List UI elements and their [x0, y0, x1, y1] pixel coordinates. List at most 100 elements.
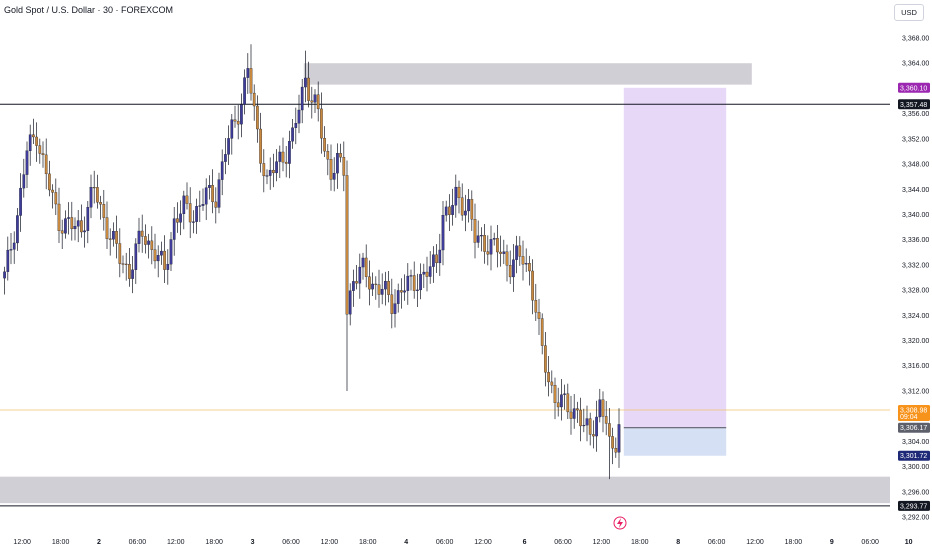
candle[interactable] [169, 231, 173, 271]
candle[interactable] [86, 201, 90, 244]
candle[interactable] [448, 194, 451, 231]
candle[interactable] [444, 200, 448, 222]
candle[interactable] [470, 190, 474, 231]
candle[interactable] [131, 255, 134, 294]
candle[interactable] [166, 249, 170, 285]
candle[interactable] [492, 232, 496, 246]
candle[interactable] [438, 233, 442, 276]
candle[interactable] [208, 175, 211, 200]
candle[interactable] [556, 387, 560, 417]
candle[interactable] [105, 201, 109, 249]
candle[interactable] [422, 263, 426, 288]
candle[interactable] [323, 126, 326, 157]
candle[interactable] [409, 269, 413, 291]
candle[interactable] [560, 378, 563, 421]
candle[interactable] [243, 69, 246, 115]
candle[interactable] [227, 125, 230, 166]
candle[interactable] [230, 114, 234, 155]
candle[interactable] [355, 265, 358, 290]
candle[interactable] [256, 95, 259, 143]
price-tag[interactable]: 3,306.17 [898, 422, 930, 433]
candle[interactable] [310, 86, 314, 119]
candle[interactable] [428, 251, 432, 284]
candle[interactable] [611, 427, 614, 465]
candle[interactable] [108, 228, 112, 256]
candle[interactable] [102, 190, 106, 231]
candle[interactable] [588, 412, 592, 446]
candle[interactable] [508, 250, 512, 284]
candle[interactable] [345, 160, 349, 391]
candle[interactable] [342, 141, 346, 192]
candle[interactable] [265, 169, 269, 185]
candle[interactable] [121, 255, 125, 274]
candle[interactable] [544, 331, 547, 387]
candle[interactable] [396, 283, 400, 313]
candle[interactable] [284, 146, 288, 178]
candle[interactable] [22, 158, 26, 198]
candle[interactable] [512, 243, 515, 292]
target-zone[interactable] [623, 87, 727, 428]
candle[interactable] [211, 169, 214, 214]
candle[interactable] [304, 50, 307, 103]
candle[interactable] [374, 276, 378, 300]
candle[interactable] [297, 94, 301, 134]
candle[interactable] [99, 195, 102, 220]
candle[interactable] [224, 138, 227, 175]
candle[interactable] [160, 241, 163, 265]
candle[interactable] [617, 408, 621, 468]
candle[interactable] [614, 437, 618, 458]
candle[interactable] [112, 222, 115, 247]
candle[interactable] [467, 188, 470, 223]
candle[interactable] [307, 61, 310, 108]
candle[interactable] [268, 157, 272, 190]
candle[interactable] [176, 202, 179, 233]
candle[interactable] [150, 226, 154, 265]
candle[interactable] [524, 248, 528, 273]
candle[interactable] [582, 408, 586, 433]
candle[interactable] [19, 173, 22, 232]
candle[interactable] [288, 130, 291, 179]
candle[interactable] [425, 256, 429, 292]
candle[interactable] [387, 271, 390, 303]
candle[interactable] [515, 235, 518, 274]
candle[interactable] [502, 239, 506, 265]
candle[interactable] [201, 188, 205, 211]
candle[interactable] [76, 210, 80, 243]
candle[interactable] [198, 190, 202, 223]
candle[interactable] [451, 188, 454, 226]
candle[interactable] [9, 233, 13, 265]
candle[interactable] [368, 260, 371, 306]
candle[interactable] [140, 214, 144, 253]
candle[interactable] [220, 149, 224, 196]
candle[interactable] [172, 206, 176, 256]
candle[interactable] [115, 215, 118, 259]
candle[interactable] [316, 81, 320, 122]
candle[interactable] [406, 263, 410, 305]
candle[interactable] [124, 252, 128, 281]
candle[interactable] [537, 298, 541, 335]
candle[interactable] [28, 124, 32, 166]
candle[interactable] [44, 138, 48, 190]
candle[interactable] [291, 118, 294, 149]
candle[interactable] [278, 145, 282, 178]
candle[interactable] [32, 118, 35, 145]
candle[interactable] [12, 231, 16, 264]
candle[interactable] [457, 180, 461, 214]
candle[interactable] [275, 149, 278, 182]
candle[interactable] [569, 395, 573, 435]
candle[interactable] [92, 170, 96, 204]
candle[interactable] [476, 220, 480, 248]
candle[interactable] [400, 278, 403, 309]
candle[interactable] [419, 263, 422, 300]
candle[interactable] [179, 200, 182, 236]
candle[interactable] [80, 204, 83, 238]
stop-zone[interactable] [623, 427, 727, 456]
candle[interactable] [416, 273, 419, 307]
currency-button[interactable]: USD [894, 4, 924, 21]
candle[interactable] [585, 405, 589, 442]
candle[interactable] [384, 271, 387, 306]
candle[interactable] [566, 383, 570, 419]
price-tag[interactable]: 3,360.10 [898, 82, 930, 93]
candle[interactable] [236, 104, 240, 140]
